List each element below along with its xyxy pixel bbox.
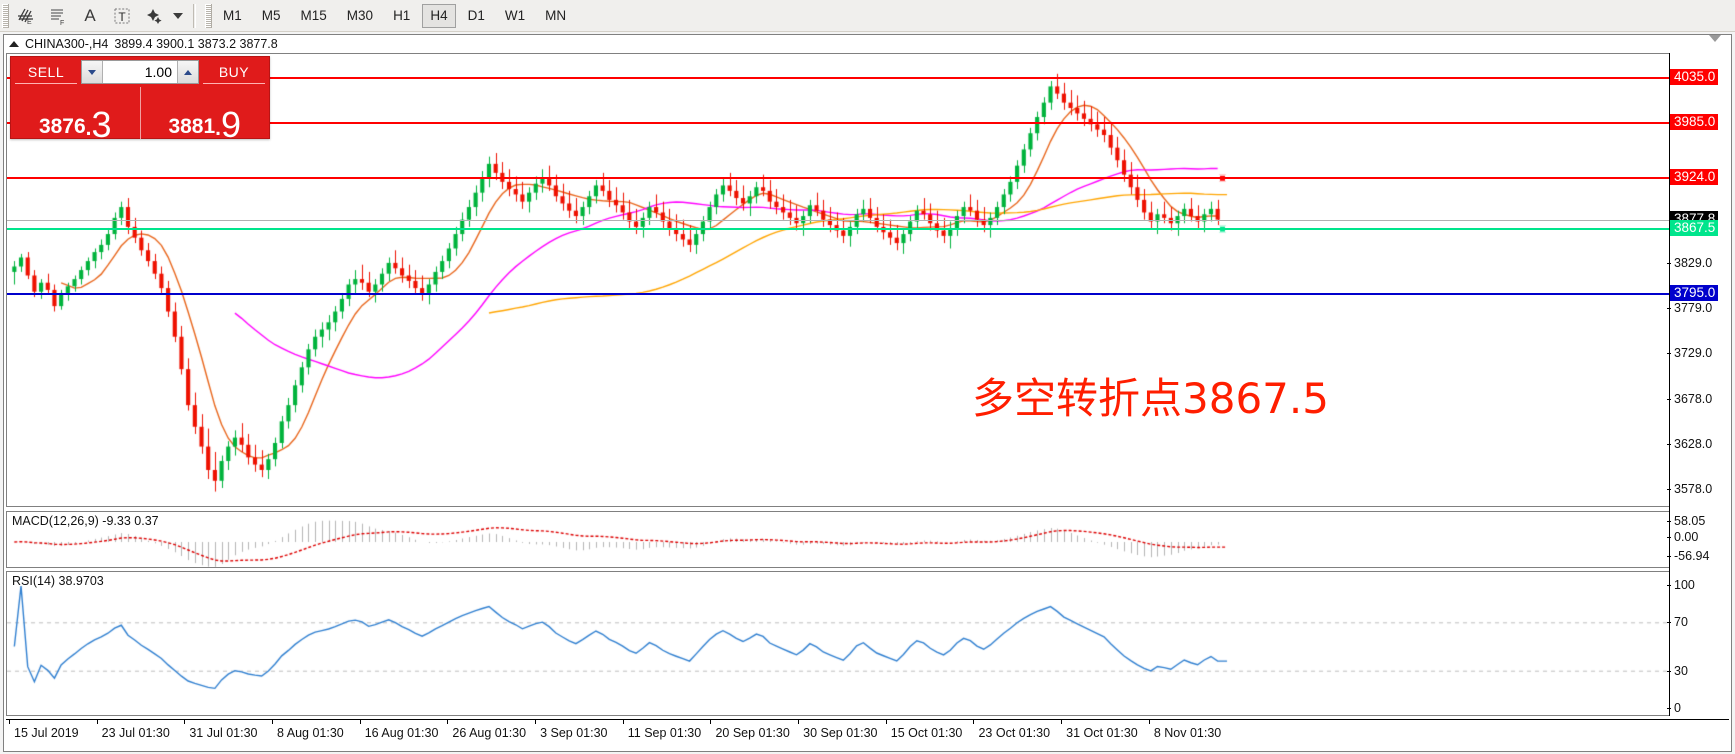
macd-scale-minus-56: -56.94 — [1666, 549, 1709, 563]
date-axis-label: 23 Jul 01:30 — [96, 719, 170, 740]
rsi-scale-70: 70 — [1667, 615, 1688, 629]
rsi-scale-0: 0 — [1667, 701, 1681, 715]
text-label-icon[interactable]: A — [84, 5, 96, 25]
rsi-canvas — [7, 572, 1670, 715]
volume-decrease-button[interactable] — [82, 61, 103, 83]
timeframe-m1[interactable]: M1 — [223, 8, 242, 23]
date-axis-label: 23 Oct 01:30 — [973, 719, 1051, 740]
level-line-3877-8 — [7, 219, 1728, 221]
volume-input[interactable]: 1.00 — [103, 61, 177, 83]
macd-indicator-pane[interactable]: MACD(12,26,9) -9.33 0.37 — [6, 511, 1729, 568]
trade-controls-row: SELL 1.00 BUY — [11, 57, 269, 87]
buy-button[interactable]: BUY — [203, 60, 265, 84]
buy-price-cell[interactable]: 3881 . 9 — [139, 87, 270, 146]
rsi-scale-100: 100 — [1667, 578, 1695, 592]
date-axis-label: 8 Aug 01:30 — [272, 719, 344, 740]
timeframe-h4[interactable]: H4 — [422, 3, 456, 28]
rsi-label: RSI(14) 38.9703 — [12, 574, 104, 588]
caret-up-icon — [184, 69, 192, 75]
date-axis-label: 15 Oct 01:30 — [885, 719, 963, 740]
level-line-3867-5[interactable] — [7, 228, 1728, 231]
date-axis-label: 11 Sep 01:30 — [622, 719, 702, 740]
date-axis-label: 16 Aug 01:30 — [359, 719, 439, 740]
date-axis-label: 31 Jul 01:30 — [184, 719, 258, 740]
chart-ohlc-values: 3899.4 3900.1 3873.2 3877.8 — [114, 36, 278, 51]
sell-price-cell[interactable]: 3876 . 3 — [11, 87, 140, 146]
timeframe-m30[interactable]: M30 — [346, 8, 374, 23]
macd-scale-0: 0.00 — [1666, 530, 1698, 544]
chart-symbol-label: CHINA300-,H4 — [25, 36, 109, 51]
rsi-scale-30: 30 — [1667, 664, 1688, 678]
date-axis-label: 15 Jul 2019 — [9, 719, 79, 740]
indicators-icon[interactable]: E — [11, 3, 41, 29]
timeframe-w1[interactable]: W1 — [504, 8, 526, 23]
scale-tick-3829: 3829.0 — [1666, 256, 1712, 270]
scale-tick-3628: 3628.0 — [1666, 437, 1712, 451]
sell-button[interactable]: SELL — [15, 60, 77, 84]
timeframe-h1[interactable]: H1 — [393, 8, 411, 23]
time-scale-axis[interactable]: 15 Jul 2019 23 Jul 01:30 31 Jul 01:30 8 Aug… — [6, 719, 1729, 749]
date-axis-label: 20 Sep 01:30 — [710, 719, 790, 740]
collapse-triangle-icon[interactable] — [9, 40, 19, 47]
chart-window: CHINA300-,H4 3899.4 3900.1 3873.2 3877.8… — [3, 34, 1732, 752]
chart-text-annotation[interactable]: 多空转折点3867.5 — [972, 373, 1329, 423]
scale-chip-4035: 4035.0 — [1670, 69, 1719, 86]
buy-price-fraction: 9 — [221, 104, 242, 146]
macd-label: MACD(12,26,9) -9.33 0.37 — [12, 514, 159, 528]
toolbar-grip-handle[interactable] — [2, 3, 9, 28]
caret-down-icon — [88, 69, 96, 75]
level-line-3985[interactable] — [7, 122, 1728, 125]
pane-resize-handle-icon[interactable] — [1709, 35, 1721, 42]
svg-text:E: E — [27, 19, 32, 26]
scale-tick-3678: 3678.0 — [1666, 392, 1712, 406]
scale-chip-3985: 3985.0 — [1670, 114, 1719, 131]
price-chart-pane[interactable]: 多空转折点3867.5 — [6, 53, 1729, 507]
objects-list-icon[interactable] — [139, 3, 169, 29]
volume-increase-button[interactable] — [177, 61, 198, 83]
buy-price-integer: 3881 — [168, 115, 216, 138]
templates-icon[interactable]: F — [43, 3, 73, 29]
text-object-icon[interactable]: T — [107, 3, 137, 29]
timeframe-grip-handle[interactable] — [205, 3, 212, 28]
sell-price-separator: . — [85, 117, 92, 140]
chart-title-bar: CHINA300-,H4 3899.4 3900.1 3873.2 3877.8 — [4, 35, 1731, 52]
buy-price-separator: . — [215, 117, 222, 140]
timeframe-mn[interactable]: MN — [545, 8, 567, 23]
scale-tick-3729: 3729.0 — [1666, 346, 1712, 360]
svg-text:F: F — [60, 20, 64, 26]
date-axis-label: 26 Aug 01:30 — [447, 719, 527, 740]
timeframe-d1[interactable]: D1 — [467, 8, 485, 23]
toolbar-separator — [193, 3, 196, 28]
price-scale-axis[interactable]: 4035.0 3985.0 3924.0 3877.8 3867.5 3795.… — [1666, 53, 1731, 716]
date-axis-label: 31 Oct 01:30 — [1061, 719, 1138, 740]
level-line-3924[interactable] — [7, 177, 1728, 180]
level-line-3795[interactable] — [7, 293, 1728, 296]
sell-price-fraction: 3 — [91, 104, 112, 146]
main-toolbar: E F A T — [0, 0, 1735, 32]
scale-chip-3795: 3795.0 — [1670, 285, 1719, 302]
sell-price-integer: 3876 — [38, 115, 86, 138]
macd-scale-58: 58.05 — [1666, 514, 1705, 528]
volume-stepper[interactable]: 1.00 — [81, 60, 199, 84]
scale-tick-3578: 3578.0 — [1666, 482, 1712, 496]
trade-price-row: 3876 . 3 3881 . 9 — [11, 87, 270, 146]
candlestick-canvas — [7, 54, 1670, 506]
scale-chip-3924: 3924.0 — [1670, 169, 1719, 186]
level-line-4035[interactable] — [7, 77, 1728, 80]
chevron-down-icon[interactable] — [171, 3, 185, 29]
macd-canvas — [7, 512, 1670, 567]
svg-text:T: T — [118, 10, 126, 24]
rsi-indicator-pane[interactable]: RSI(14) 38.9703 — [6, 571, 1729, 716]
scale-tick-3779: 3779.0 — [1666, 301, 1712, 315]
timeframe-m15[interactable]: M15 — [300, 8, 327, 23]
date-axis-label: 8 Nov 01:30 — [1148, 719, 1222, 740]
date-axis-label: 3 Sep 01:30 — [535, 719, 608, 740]
one-click-trading-panel: SELL 1.00 BUY 3876 . 3 — [10, 56, 270, 146]
timeframe-m5[interactable]: M5 — [261, 8, 281, 23]
date-axis-label: 30 Sep 01:30 — [798, 719, 878, 740]
scale-chip-3867-5: 3867.5 — [1670, 220, 1719, 237]
